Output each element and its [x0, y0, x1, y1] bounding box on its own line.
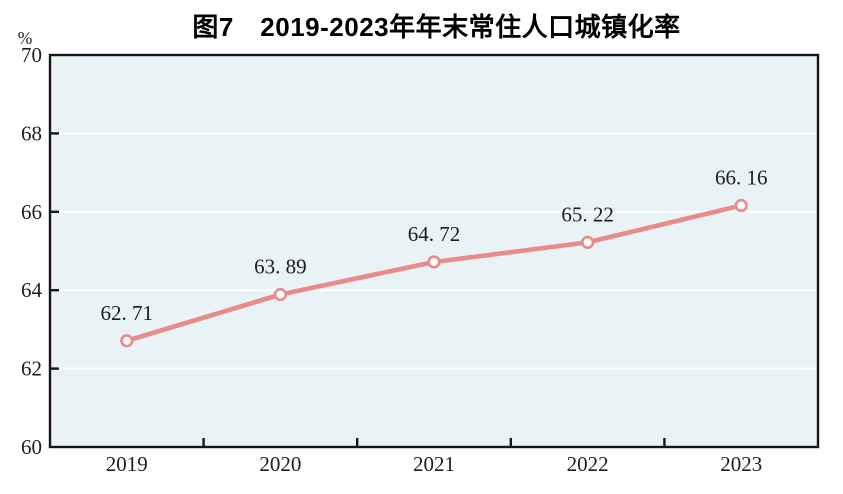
x-tick-label: 2023 — [720, 452, 762, 476]
plot-area — [50, 55, 818, 447]
data-point-marker — [427, 255, 441, 269]
data-point-marker — [120, 334, 134, 348]
y-tick-label: 64 — [21, 278, 43, 302]
data-point-label: 65. 22 — [561, 202, 614, 226]
x-tick-label: 2019 — [106, 452, 148, 476]
y-tick-label: 60 — [21, 435, 42, 459]
x-tick-label: 2021 — [413, 452, 455, 476]
chart-title: 图7 2019-2023年年末常住人口城镇化率 — [192, 12, 681, 42]
x-tick-label: 2020 — [259, 452, 301, 476]
y-tick-label: 66 — [21, 200, 42, 224]
plot-border — [48, 53, 820, 449]
data-point-label: 63. 89 — [254, 255, 307, 279]
data-point-marker — [734, 198, 748, 213]
data-point-label: 64. 72 — [408, 222, 461, 246]
data-point-label: 66. 16 — [715, 166, 768, 190]
y-tick-label: 62 — [21, 357, 42, 381]
x-tick-label: 2022 — [567, 452, 609, 476]
data-point-marker — [580, 235, 595, 249]
y-tick-label: 68 — [21, 121, 42, 145]
y-axis-unit-label: % — [18, 28, 33, 48]
data-point-label: 62. 71 — [101, 301, 154, 325]
data-point-marker — [273, 287, 288, 302]
y-tick-label: 70 — [21, 43, 42, 67]
